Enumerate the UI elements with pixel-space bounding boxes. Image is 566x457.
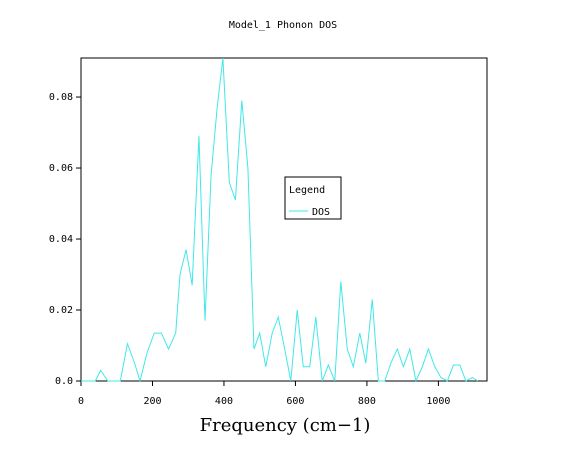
y-tick-label: 0.04 [49,234,73,245]
x-tick-label: 800 [358,396,376,407]
y-tick-label: 0.0 [55,376,73,387]
chart-title: Model_1 Phonon DOS [229,20,337,31]
y-tick-label: 0.08 [49,92,73,103]
x-tick-label: 600 [286,396,304,407]
y-tick-label: 0.06 [49,163,73,174]
x-tick-label: 400 [215,396,233,407]
x-tick-label: 1000 [426,396,450,407]
legend-title: Legend [289,185,325,196]
legend [284,176,342,220]
plot-frame [80,57,488,382]
line-series [81,57,478,383]
x-axis-label: Frequency (cm−1) [200,415,371,436]
y-tick-label: 0.02 [49,305,73,316]
x-tick-label: 0 [78,396,84,407]
x-tick-label: 200 [143,396,161,407]
legend-label: DOS [312,207,330,218]
